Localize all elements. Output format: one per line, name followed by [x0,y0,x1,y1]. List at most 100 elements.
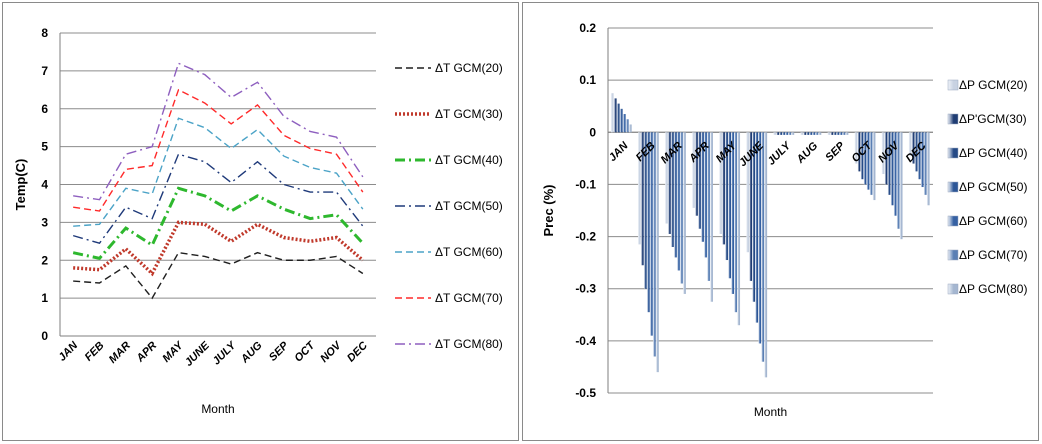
bar [899,132,903,240]
bar [872,132,876,201]
bar [818,132,822,135]
bar [710,132,713,302]
x-tick-label: JULY [210,338,239,367]
series-line [73,88,364,212]
x-tick-label: JAN [607,139,632,164]
bar [923,132,927,195]
x-tick-label: SEP [823,139,848,164]
y-tick-label: -0.2 [575,230,596,244]
bar [830,132,834,135]
bar [665,132,668,224]
y-tick-label: 0.2 [579,21,596,35]
bar [674,132,677,258]
legend-label: ΔP GCM(50) [959,180,1027,194]
bar [927,132,930,206]
bar [692,132,695,208]
bar [884,132,888,185]
bar [911,132,915,164]
y-tick-label: 7 [41,64,48,78]
bar [782,132,786,135]
legend-label: ΔT GCM(20) [435,61,503,75]
bar [803,132,807,135]
bar [866,132,870,190]
bar [734,132,738,313]
bar [776,132,780,135]
bar [638,132,641,245]
legend-marker [947,283,959,295]
legend-label: ΔT GCM(80) [435,337,503,351]
bar [773,132,777,135]
x-axis-title: Month [754,405,787,419]
bar [812,132,816,135]
y-tick-label: -0.1 [575,177,596,191]
y-axis-title: Temp(C) [13,159,28,211]
bar [914,132,918,172]
bar [869,132,873,195]
bar [704,132,707,258]
legend-label: ΔP GCM(70) [959,248,1027,262]
bar [836,132,840,135]
bar [920,132,924,188]
y-tick-label: 1 [41,291,48,305]
bar [725,132,728,261]
bar [701,132,704,242]
bar [887,132,891,195]
bar [749,132,753,281]
bar [719,132,722,234]
bar [752,132,756,302]
legend-label: ΔT GCM(60) [435,245,503,259]
bar [653,132,656,357]
bar [613,98,617,133]
bar [860,132,864,180]
bar [764,132,768,378]
precipitation-chart-panel: 0.2 0.1 0 -0.1 -0.2 -0.3 -0.4 -0.5 JAN FEB MAR APR M… [522,2,1039,441]
bar [896,132,900,229]
legend-label: ΔP'GCM(30) [959,112,1027,126]
bar [833,132,837,135]
bar [890,132,894,206]
bar [698,132,701,229]
bar [668,132,671,234]
bar [893,132,897,216]
temperature-chart-panel: 0 1 2 3 4 5 6 7 8 JAN FEB MAR APR MAY JUNE JULY AUG SEP OC… [2,2,519,441]
legend-marker [947,79,959,91]
bar [857,132,861,172]
bar [722,132,725,245]
series-line [72,153,364,245]
x-tick-label: JAN [56,339,81,364]
bar [839,132,843,135]
bar [644,132,647,289]
bar [800,132,804,135]
bar [695,132,698,216]
bar [737,132,741,326]
bar [641,132,644,266]
bar [671,132,674,247]
legend-marker [947,249,959,261]
y-tick-label: 0.1 [579,73,596,87]
bar [728,132,731,279]
bar [842,132,846,135]
bar [788,132,792,135]
bar [647,132,650,313]
bar [620,108,623,133]
bar [806,132,810,135]
x-tick-label: JULY [765,139,794,168]
y-tick-label: 5 [41,140,48,154]
bar [845,132,849,135]
bar [656,132,659,373]
bar [779,132,783,135]
y-tick-label: 2 [41,253,48,267]
x-tick-label: DEC [345,339,371,365]
bar [809,132,813,135]
bar [881,132,885,174]
bar [610,93,614,133]
bar [758,132,762,344]
legend-label: ΔP GCM(20) [959,78,1027,92]
legend-label: ΔT GCM(40) [435,153,503,167]
bar [854,132,858,164]
x-tick-label: MAR [107,340,133,366]
x-tick-label: NOV [318,338,345,365]
series-line [73,251,364,300]
x-tick-label: JUNE [183,339,213,369]
